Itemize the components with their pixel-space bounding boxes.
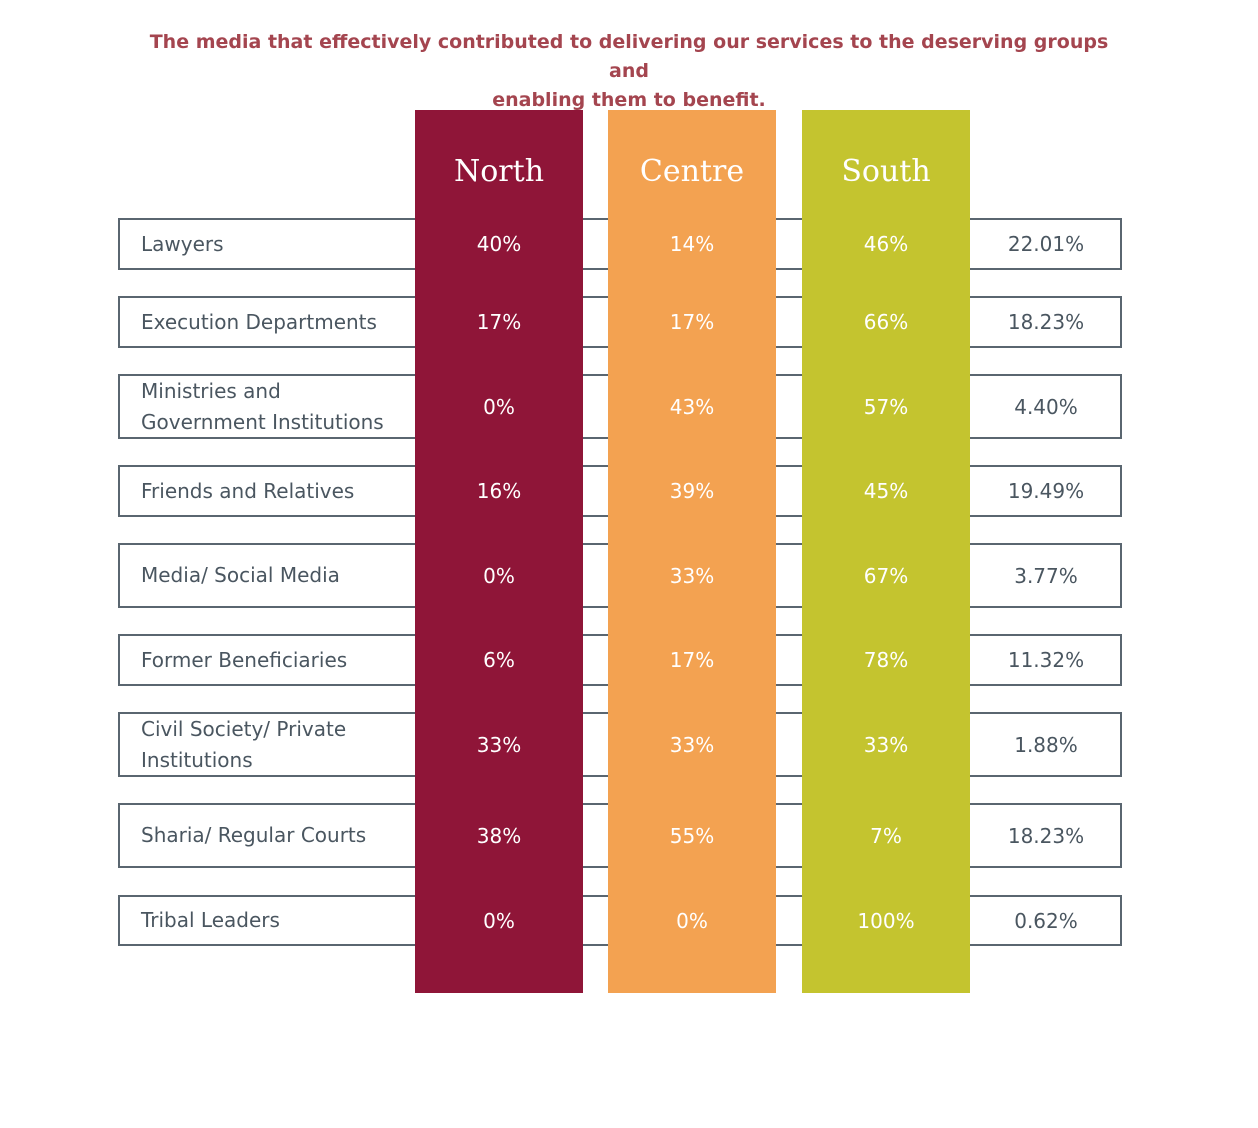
row-label: Ministries and Government Institutions: [141, 374, 384, 439]
cell-total: 18.23%: [1007, 823, 1085, 848]
column-south: South: [802, 110, 970, 993]
cell-total: 1.88%: [1014, 732, 1078, 757]
cell-total: 19.49%: [1007, 479, 1085, 503]
cell-total: 18.23%: [1007, 310, 1085, 334]
cell-centre: 39%: [669, 479, 715, 503]
chart-title-line-2: enabling them to benefit.: [492, 89, 766, 111]
cell-centre: 33%: [669, 563, 715, 588]
cell-total: 11.32%: [1007, 648, 1085, 672]
row-label: Civil Society/ Private Institutions: [141, 712, 346, 777]
cell-south: 46%: [863, 232, 909, 256]
cell-north: 0%: [483, 563, 515, 588]
column-header-north: North: [453, 154, 545, 189]
row-label: Lawyers: [141, 231, 224, 256]
row-label-line: Civil Society/ Private: [141, 716, 347, 741]
cell-centre: 0%: [676, 908, 708, 933]
cell-south: 78%: [863, 648, 909, 672]
row-label: Former Beneficiaries: [141, 647, 348, 672]
row-label-line: Ministries and: [141, 378, 281, 403]
cell-south: 45%: [863, 479, 909, 503]
cell-centre: 17%: [669, 648, 715, 672]
row-label: Media/ Social Media: [141, 563, 340, 587]
cell-south: 100%: [857, 908, 915, 933]
cell-north: 0%: [483, 908, 515, 933]
chart-title: The media that effectively contributed t…: [129, 28, 1129, 115]
row-label: Friends and Relatives: [141, 478, 355, 503]
cell-north: 6%: [483, 648, 515, 672]
cell-north: 33%: [476, 732, 522, 757]
cell-centre: 55%: [669, 823, 715, 848]
cell-south: 57%: [863, 394, 909, 419]
chart-title-line-1: The media that effectively contributed t…: [149, 31, 1109, 82]
row-label-line: Institutions: [141, 747, 253, 772]
cell-centre: 14%: [669, 232, 715, 256]
cell-total: 4.40%: [1014, 394, 1078, 419]
cell-total: 0.62%: [1014, 908, 1078, 933]
cell-north: 0%: [483, 394, 515, 419]
cell-north: 16%: [476, 479, 522, 503]
cell-north: 38%: [476, 823, 522, 848]
column-north: North: [415, 110, 583, 993]
cell-south: 66%: [863, 310, 909, 334]
cell-south: 7%: [870, 823, 902, 848]
row-label-line: Government Institutions: [141, 409, 384, 434]
cell-south: 33%: [863, 732, 909, 757]
cell-north: 17%: [476, 310, 522, 334]
column-header-centre: Centre: [639, 154, 745, 189]
cell-total: 3.77%: [1014, 563, 1078, 588]
row-label: Execution Departments: [141, 309, 377, 334]
row-label: Tribal Leaders: [141, 908, 280, 932]
cell-total: 22.01%: [1007, 232, 1085, 256]
cell-north: 40%: [476, 232, 522, 256]
row-label: Sharia/ Regular Courts: [141, 823, 367, 847]
cell-south: 67%: [863, 563, 909, 588]
cell-centre: 43%: [669, 394, 715, 419]
column-centre: Centre: [608, 110, 776, 993]
column-header-south: South: [841, 154, 931, 189]
cell-centre: 17%: [669, 310, 715, 334]
cell-centre: 33%: [669, 732, 715, 757]
